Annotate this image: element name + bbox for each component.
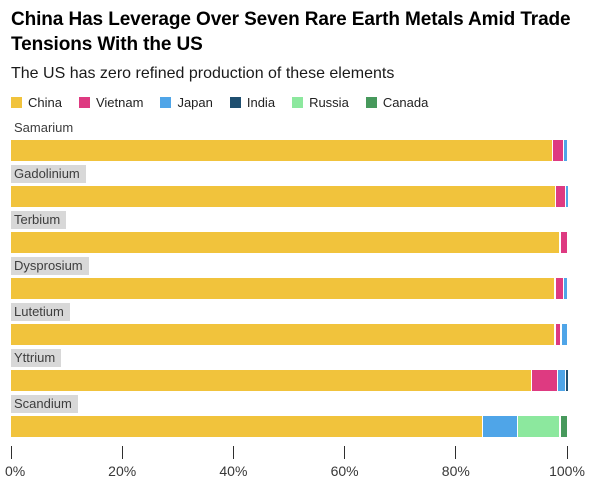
chart-area: Samarium Gadolinium Terbium Dysprosium Lutet… <box>11 119 569 437</box>
chart-row-samarium: Samarium <box>11 119 567 161</box>
chart-row-lutetium: Lutetium <box>11 303 567 345</box>
category-label-samarium: Samarium <box>14 120 74 135</box>
bar-dysprosium <box>11 278 567 299</box>
bar-segment-yttrium-japan <box>558 370 565 391</box>
bar-segment-gadolinium-vietnam <box>556 186 565 207</box>
chart-row-gadolinium: Gadolinium <box>11 165 569 207</box>
bar-segment-yttrium-vietnam <box>532 370 557 391</box>
legend-swatch-canada <box>365 97 377 108</box>
x-tick-label: 20% <box>108 463 137 479</box>
bar-segment-terbium-vietnam <box>560 232 567 253</box>
legend-item-vietnam: Vietnam <box>78 95 144 110</box>
chart-title: China Has Leverage Over Seven Rare Earth… <box>11 9 571 55</box>
x-tick-mark <box>455 446 457 459</box>
legend: China Vietnam Japan India Russia Canada <box>11 95 590 110</box>
x-tick-mark <box>566 446 568 459</box>
bar-segment-scandium-china <box>11 416 482 437</box>
legend-label-canada: Canada <box>382 95 429 110</box>
legend-swatch-japan <box>160 97 172 108</box>
bar-segment-samarium-japan <box>564 140 567 161</box>
bar-segment-scandium-russia <box>518 416 560 437</box>
x-tick-label: 100% <box>549 463 585 479</box>
legend-swatch-vietnam <box>78 97 90 108</box>
bar-segment-yttrium-india <box>566 370 569 391</box>
chart-row-scandium: Scandium <box>11 395 567 437</box>
category-label-yttrium: Yttrium <box>11 349 62 367</box>
x-tick-mark <box>10 446 12 459</box>
category-label-dysprosium: Dysprosium <box>11 257 89 275</box>
bar-scandium <box>11 416 567 437</box>
bar-segment-scandium-canada <box>560 416 567 437</box>
x-tick-mark <box>344 446 346 459</box>
legend-label-japan: Japan <box>177 95 213 110</box>
bar-terbium <box>11 232 567 253</box>
bar-segment-dysprosium-vietnam <box>555 278 563 299</box>
legend-label-vietnam: Vietnam <box>95 95 144 110</box>
bar-segment-lutetium-china <box>11 324 555 345</box>
legend-item-canada: Canada <box>365 95 429 110</box>
bar-segment-dysprosium-japan <box>564 278 567 299</box>
legend-swatch-china <box>11 97 22 108</box>
bar-segment-dysprosium-china <box>11 278 555 299</box>
bar-segment-samarium-vietnam <box>553 140 563 161</box>
bar-segment-scandium-japan <box>483 416 517 437</box>
bar-segment-samarium-china <box>11 140 552 161</box>
category-label-terbium: Terbium <box>11 211 67 229</box>
category-label-scandium: Scandium <box>11 395 78 413</box>
legend-label-china: China <box>28 95 62 110</box>
legend-item-india: India <box>229 95 276 110</box>
x-tick-label: 40% <box>219 463 248 479</box>
bar-segment-lutetium-vietnam <box>555 324 561 345</box>
bar-segment-gadolinium-japan <box>566 186 569 207</box>
chart-card: China Has Leverage Over Seven Rare Earth… <box>5 9 590 486</box>
legend-swatch-india <box>229 97 241 108</box>
x-tick-label: 80% <box>441 463 470 479</box>
chart-row-terbium: Terbium <box>11 211 567 253</box>
x-axis: 0% 20% 40% 60% 80% 100% <box>5 446 585 486</box>
x-tick-mark <box>121 446 123 459</box>
legend-item-china: China <box>11 95 62 110</box>
legend-label-russia: Russia <box>309 95 349 110</box>
bar-yttrium <box>11 370 569 391</box>
legend-swatch-russia <box>292 97 304 108</box>
bar-samarium <box>11 140 567 161</box>
bar-segment-lutetium-japan <box>561 324 567 345</box>
bar-gadolinium <box>11 186 569 207</box>
chart-row-dysprosium: Dysprosium <box>11 257 567 299</box>
bar-segment-terbium-china <box>11 232 560 253</box>
chart-subtitle: The US has zero refined production of th… <box>11 65 395 82</box>
x-tick-label: 0% <box>5 463 26 479</box>
category-label-lutetium: Lutetium <box>11 303 70 321</box>
bar-segment-yttrium-china <box>11 370 531 391</box>
bar-lutetium <box>11 324 567 345</box>
legend-label-india: India <box>246 95 276 110</box>
chart-row-yttrium: Yttrium <box>11 349 569 391</box>
x-tick-label: 60% <box>330 463 359 479</box>
x-tick-mark <box>232 446 234 459</box>
legend-item-japan: Japan <box>160 95 213 110</box>
category-label-gadolinium: Gadolinium <box>11 165 86 183</box>
legend-item-russia: Russia <box>292 95 349 110</box>
bar-segment-gadolinium-china <box>11 186 555 207</box>
